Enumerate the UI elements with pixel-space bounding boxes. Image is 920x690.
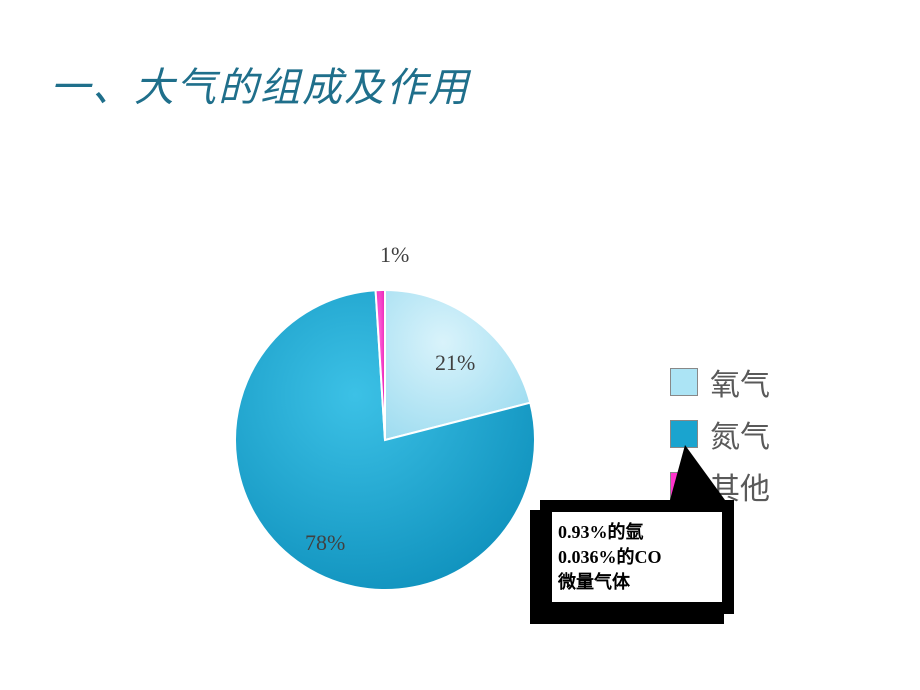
callout-pointer [670, 445, 725, 500]
legend-label: 氧气 [710, 360, 770, 404]
page-title: 一、大气的组成及作用 [50, 55, 470, 113]
pie-label-oxygen: 21% [435, 350, 475, 376]
legend-swatch [670, 420, 698, 448]
pie-svg [215, 270, 555, 610]
legend-swatch [670, 368, 698, 396]
callout-line: 0.036%的CO [558, 545, 662, 570]
callout-text: 0.93%的氩 0.036%的CO 微量气体 [558, 520, 662, 596]
pie-label-other: 1% [380, 242, 409, 268]
pie-chart [215, 270, 555, 610]
legend-item-oxygen: 氧气 [670, 360, 770, 404]
callout-box: 0.93%的氩 0.036%的CO 微量气体 [540, 500, 734, 614]
pie-label-nitrogen: 78% [305, 530, 345, 556]
callout-line: 0.93%的氩 [558, 520, 662, 545]
callout: 0.93%的氩 0.036%的CO 微量气体 [540, 500, 734, 614]
callout-line: 微量气体 [558, 570, 662, 595]
